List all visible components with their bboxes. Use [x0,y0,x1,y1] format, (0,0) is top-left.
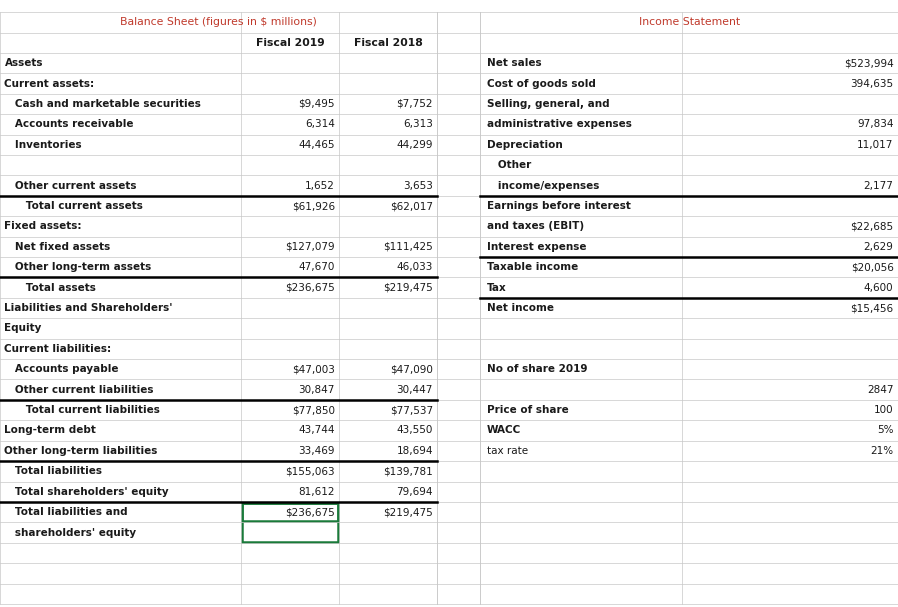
Text: Equity: Equity [4,324,42,333]
Text: Depreciation: Depreciation [487,140,562,150]
Text: shareholders' equity: shareholders' equity [4,527,136,538]
Text: 2,177: 2,177 [864,181,894,191]
Text: Other: Other [487,160,531,170]
Text: Total liabilities and: Total liabilities and [4,507,128,517]
Text: 43,550: 43,550 [396,426,433,435]
Text: 100: 100 [874,405,894,415]
Text: Inventories: Inventories [4,140,82,150]
Text: tax rate: tax rate [487,446,528,456]
Text: $7,752: $7,752 [396,99,433,109]
Text: 11,017: 11,017 [857,140,894,150]
Text: Net fixed assets: Net fixed assets [4,242,110,252]
Text: Other current assets: Other current assets [4,181,137,191]
Text: 44,299: 44,299 [396,140,433,150]
Text: 79,694: 79,694 [396,487,433,497]
Text: $47,003: $47,003 [292,364,335,375]
Text: 6,314: 6,314 [305,120,335,129]
Text: Fiscal 2018: Fiscal 2018 [354,38,423,48]
Text: $236,675: $236,675 [286,507,335,517]
Text: Current liabilities:: Current liabilities: [4,344,111,354]
Text: Assets: Assets [4,58,43,68]
Text: $61,926: $61,926 [292,201,335,211]
Text: $523,994: $523,994 [844,58,894,68]
Text: Accounts receivable: Accounts receivable [4,120,134,129]
Text: Balance Sheet (figures in $ millions): Balance Sheet (figures in $ millions) [120,18,317,27]
Text: Fixed assets:: Fixed assets: [4,222,82,231]
Text: 30,847: 30,847 [298,385,335,395]
Text: administrative expenses: administrative expenses [487,120,631,129]
Text: Liabilities and Shareholders': Liabilities and Shareholders' [4,303,173,313]
Text: Total current assets: Total current assets [4,201,144,211]
Text: 6,313: 6,313 [403,120,433,129]
Text: 43,744: 43,744 [298,426,335,435]
Bar [242,503,338,541]
Text: 46,033: 46,033 [396,262,433,272]
Text: $219,475: $219,475 [383,283,433,293]
Text: 44,465: 44,465 [298,140,335,150]
Text: Total shareholders' equity: Total shareholders' equity [4,487,169,497]
Text: $219,475: $219,475 [383,507,433,517]
Text: Accounts payable: Accounts payable [4,364,119,375]
Text: Total liabilities: Total liabilities [4,466,102,476]
Text: 97,834: 97,834 [857,120,894,129]
Text: $111,425: $111,425 [383,242,433,252]
Text: 5%: 5% [877,426,894,435]
Text: Other long-term liabilities: Other long-term liabilities [4,446,158,456]
Text: 21%: 21% [870,446,894,456]
Text: Interest expense: Interest expense [487,242,586,252]
Text: 394,635: 394,635 [850,78,894,89]
Text: Total assets: Total assets [4,283,96,293]
Text: WACC: WACC [487,426,521,435]
Text: $77,850: $77,850 [292,405,335,415]
Text: $62,017: $62,017 [390,201,433,211]
Bar [242,503,338,521]
Text: 2,629: 2,629 [864,242,894,252]
Text: Net sales: Net sales [487,58,541,68]
Text: Cost of goods sold: Cost of goods sold [487,78,595,89]
Text: 30,447: 30,447 [396,385,433,395]
Text: Price of share: Price of share [487,405,568,415]
Text: $155,063: $155,063 [286,466,335,476]
Text: 18,694: 18,694 [396,446,433,456]
Text: No of share 2019: No of share 2019 [487,364,587,375]
Text: Other long-term assets: Other long-term assets [4,262,152,272]
Text: $20,056: $20,056 [850,262,894,272]
Text: Total current liabilities: Total current liabilities [4,405,161,415]
Text: income/expenses: income/expenses [487,181,599,191]
Text: $9,495: $9,495 [298,99,335,109]
Text: Taxable income: Taxable income [487,262,578,272]
Text: Fiscal 2019: Fiscal 2019 [256,38,324,48]
Text: $22,685: $22,685 [850,222,894,231]
Text: and taxes (EBIT): and taxes (EBIT) [487,222,584,231]
Text: 33,469: 33,469 [298,446,335,456]
Text: 1,652: 1,652 [305,181,335,191]
Text: $15,456: $15,456 [850,303,894,313]
Text: Income Statement: Income Statement [638,18,740,27]
Text: Other current liabilities: Other current liabilities [4,385,154,395]
Text: Selling, general, and: Selling, general, and [487,99,610,109]
Text: $77,537: $77,537 [390,405,433,415]
Text: Tax: Tax [487,283,506,293]
Text: 3,653: 3,653 [403,181,433,191]
Text: Long-term debt: Long-term debt [4,426,96,435]
Text: $139,781: $139,781 [383,466,433,476]
Text: 2847: 2847 [867,385,894,395]
Text: $236,675: $236,675 [286,283,335,293]
Text: 4,600: 4,600 [864,283,894,293]
Text: Cash and marketable securities: Cash and marketable securities [4,99,201,109]
Text: $47,090: $47,090 [390,364,433,375]
Text: Current assets:: Current assets: [4,78,94,89]
Text: $127,079: $127,079 [286,242,335,252]
Text: Earnings before interest: Earnings before interest [487,201,630,211]
Text: 81,612: 81,612 [298,487,335,497]
Text: 47,670: 47,670 [298,262,335,272]
Text: Net income: Net income [487,303,554,313]
